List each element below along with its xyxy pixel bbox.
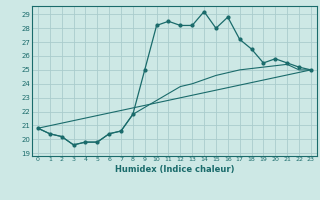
X-axis label: Humidex (Indice chaleur): Humidex (Indice chaleur): [115, 165, 234, 174]
